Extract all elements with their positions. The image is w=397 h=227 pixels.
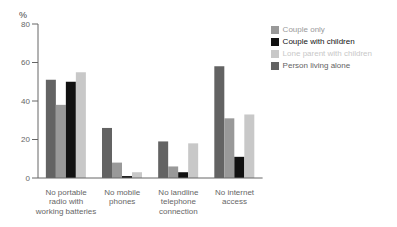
- html-text:Person living alone: Person living alone: [282, 61, 351, 70]
- html-text:Couple only: Couple only: [282, 25, 325, 34]
- svg-text:No portableradio withworking b: No portableradio withworking batteries: [35, 188, 96, 215]
- html-text:Couple with children: Couple with children: [282, 37, 355, 46]
- svg-text:80: 80: [21, 20, 30, 29]
- svg-text:%: %: [19, 10, 27, 20]
- svg-text:20: 20: [21, 135, 30, 144]
- html-text:Lone parent with children: Lone parent with children: [282, 49, 372, 58]
- svg-text:60: 60: [21, 58, 30, 67]
- svg-text:No landlinetelephoneconnection: No landlinetelephoneconnection: [158, 188, 199, 215]
- svg-text:40: 40: [21, 97, 30, 106]
- svg-text:No internetaccess: No internetaccess: [215, 188, 255, 206]
- svg-text:No mobilephones: No mobilephones: [104, 188, 141, 206]
- svg-text:0: 0: [26, 174, 31, 183]
